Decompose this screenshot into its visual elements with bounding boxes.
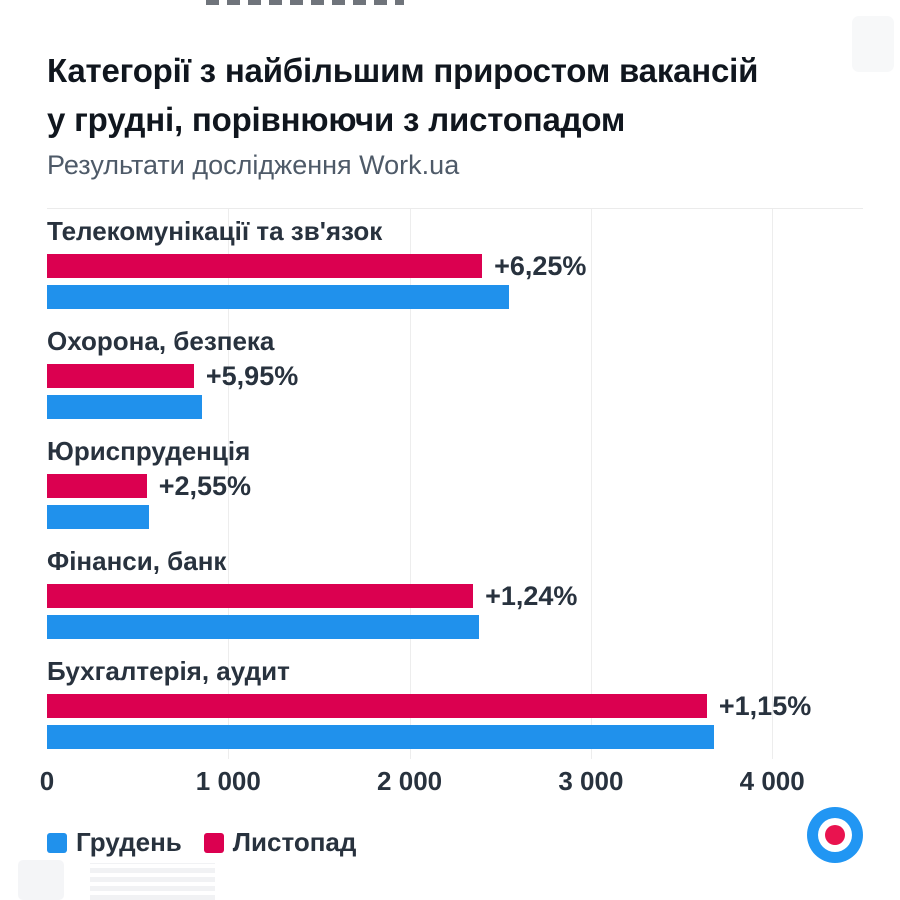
x-tick-label-0: 0 [39,766,55,796]
bar-december [47,615,479,639]
growth-label: +1,24% [485,580,578,611]
legend-label-december: Грудень [76,827,182,857]
bar-group-accounting: Бухгалтерія, аудит +1,15% [47,657,863,749]
bar-november [47,584,474,608]
page-subtitle: Результати дослідження Work.ua [47,150,460,180]
gridline-2000 [409,209,411,759]
category-label: Юриспруденція [47,436,251,466]
cropped-text-remnant-bottom [90,863,215,900]
cropped-element-bottom-left [18,860,64,900]
bar-row-december [47,285,863,309]
bar-row-november: +5,95% [47,361,863,391]
growth-label: +1,15% [718,690,812,721]
bar-groups: Телекомунікації та зв'язок +6,25% Охорон… [47,217,863,767]
gridline-3000 [590,209,592,759]
category-label: Фінанси, банк [47,546,227,576]
legend-item-november: Листопад [203,827,357,858]
x-tick-label-3000: 3 000 [558,766,624,796]
legend: Грудень Листопад [47,827,356,858]
cropped-text-remnant-top [206,0,404,5]
bar-december [47,505,150,529]
page-title-line2: у грудні, порівнюючи з листопадом [47,101,626,138]
faded-overlay-icon [852,16,894,72]
category-label: Бухгалтерія, аудит [47,656,290,686]
bar-group-telecom: Телекомунікації та зв'язок +6,25% [47,217,863,309]
work-ua-logo-center-dot [825,825,845,845]
category-label: Охорона, безпека [47,326,275,356]
bar-group-security: Охорона, безпека +5,95% [47,327,863,419]
bar-november [47,254,483,278]
bar-group-finance: Фінанси, банк +1,24% [47,547,863,639]
work-ua-logo-ring [818,818,852,852]
bar-group-law: Юриспруденція +2,55% [47,437,863,529]
bar-row-december [47,725,863,749]
bar-row-november: +1,15% [47,691,863,721]
growth-label: +6,25% [494,250,587,281]
bar-december [47,395,202,419]
bar-row-november: +2,55% [47,471,863,501]
x-tick-label-2000: 2 000 [377,766,443,796]
bar-december [47,725,715,749]
work-ua-logo [807,807,863,863]
growth-label: +5,95% [205,360,299,391]
legend-swatch-november [203,832,224,853]
gridline-4000 [772,209,774,759]
bar-november [47,364,194,388]
legend-label-november: Листопад [232,827,357,857]
growth-label: +2,55% [158,470,252,501]
legend-swatch-december [47,832,67,853]
bar-row-december [47,615,863,639]
legend-item-december: Грудень [47,827,182,858]
plot-area: Телекомунікації та зв'язок +6,25% Охорон… [47,208,863,759]
bar-row-december [47,395,863,419]
page-title-line1: Категорії з найбільшим приростом вакансі… [47,52,759,89]
bar-december [47,285,510,309]
x-tick-label-4000: 4 000 [739,766,805,796]
page-title: Категорії з найбільшим приростом вакансі… [47,46,837,144]
bar-row-november: +1,24% [47,581,863,611]
x-tick-label-1000: 1 000 [195,766,261,796]
category-label: Телекомунікації та зв'язок [47,216,383,246]
bar-november [47,474,147,498]
bar-row-november: +6,25% [47,251,863,281]
bar-row-december [47,505,863,529]
gridline-1000 [228,209,230,759]
bar-november [47,694,707,718]
